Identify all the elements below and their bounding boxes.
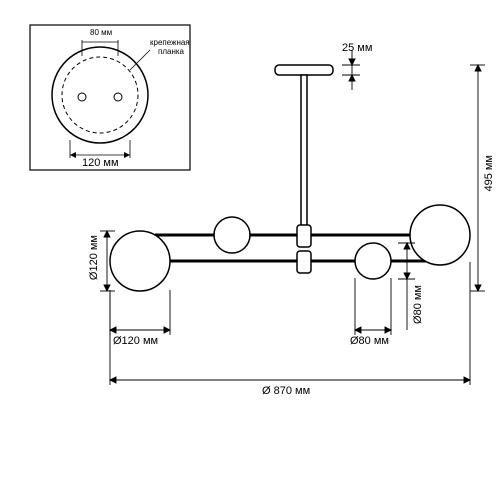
inset-bracket-width: 80 мм (90, 28, 112, 37)
large-ball-vert-label: Ø120 мм (88, 235, 100, 280)
diagram-canvas (0, 0, 500, 500)
small-ball-horiz-label: Ø80 мм (350, 335, 389, 347)
inset-bracket-label1: крепежная (150, 38, 190, 47)
total-height-label: 495 мм (483, 155, 495, 192)
small-ball-vert-label: Ø80 мм (412, 285, 424, 324)
inset-width-label: 120 мм (82, 157, 119, 169)
inset-bracket-label2: планка (158, 47, 184, 56)
large-ball-horiz-label: Ø120 мм (113, 335, 158, 347)
total-width-label: Ø 870 мм (262, 385, 310, 397)
canopy-height-label: 25 мм (342, 42, 372, 54)
